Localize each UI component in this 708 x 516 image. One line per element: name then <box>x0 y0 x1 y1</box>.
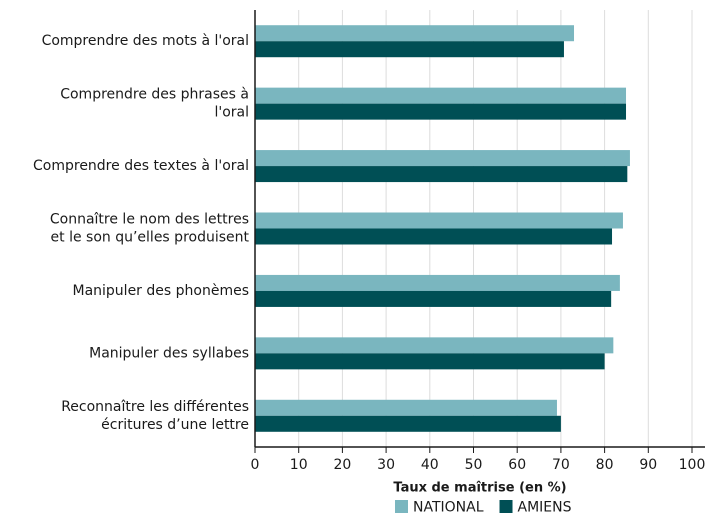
y-tick-label-line: écritures d’une lettre <box>101 417 249 433</box>
y-tick-label: Comprendre des mots à l'oral <box>42 33 249 49</box>
y-tick-label: Comprendre des phrases à l'oral <box>60 87 249 121</box>
bar <box>255 415 561 432</box>
legend-swatch <box>395 500 408 513</box>
y-tick-label-line: Comprendre des mots à l'oral <box>42 33 249 49</box>
y-tick-label-line: l'oral <box>214 105 249 121</box>
y-tick-label: Reconnaître les différentes écritures d’u… <box>61 399 249 433</box>
y-tick-label: Manipuler des phonèmes <box>73 283 250 299</box>
legend-swatch <box>499 500 513 513</box>
x-tick-label: 60 <box>508 457 526 473</box>
y-tick-label: Comprendre des textes à l'oral <box>33 158 249 174</box>
bar <box>255 41 564 58</box>
y-tick-label-line: Manipuler des syllabes <box>89 345 249 361</box>
bar <box>255 87 627 104</box>
y-tick-label-line: Comprendre des phrases à <box>60 87 249 103</box>
x-tick-label: 80 <box>596 457 614 473</box>
x-tick-label: 50 <box>465 457 483 473</box>
bar <box>255 290 612 307</box>
bar <box>255 337 614 354</box>
legend-label: NATIONAL <box>413 500 484 516</box>
y-tick-label: Connaître le nom des lettres et le son qu… <box>50 212 250 246</box>
x-axis-title: Taux de maîtrise (en %) <box>393 481 566 496</box>
bar <box>255 25 575 42</box>
x-tick-label: 70 <box>552 457 570 473</box>
bar <box>255 166 628 183</box>
y-tick-label-line: et le son qu’elles produisent <box>51 230 250 246</box>
x-tick-label: 20 <box>333 457 351 473</box>
y-tick-label-line: Manipuler des phonèmes <box>73 283 250 299</box>
y-tick-label: Manipuler des syllabes <box>89 345 249 361</box>
bar <box>255 399 557 416</box>
x-tick-label: 30 <box>377 457 395 473</box>
legend-label: AMIENS <box>518 500 572 516</box>
x-tick-label: 90 <box>639 457 657 473</box>
x-tick-label: 40 <box>421 457 439 473</box>
x-tick-label: 0 <box>251 457 260 473</box>
y-tick-label-line: Comprendre des textes à l'oral <box>33 158 249 174</box>
bar <box>255 212 623 229</box>
y-tick-label-line: Reconnaître les différentes <box>61 399 249 415</box>
x-tick-label: 10 <box>290 457 308 473</box>
x-tick-label: 100 <box>679 457 706 473</box>
y-tick-label-line: Connaître le nom des lettres <box>50 212 249 228</box>
bar <box>255 103 627 120</box>
bar <box>255 353 605 370</box>
bar <box>255 150 630 167</box>
bar <box>255 274 620 291</box>
bar <box>255 228 613 245</box>
